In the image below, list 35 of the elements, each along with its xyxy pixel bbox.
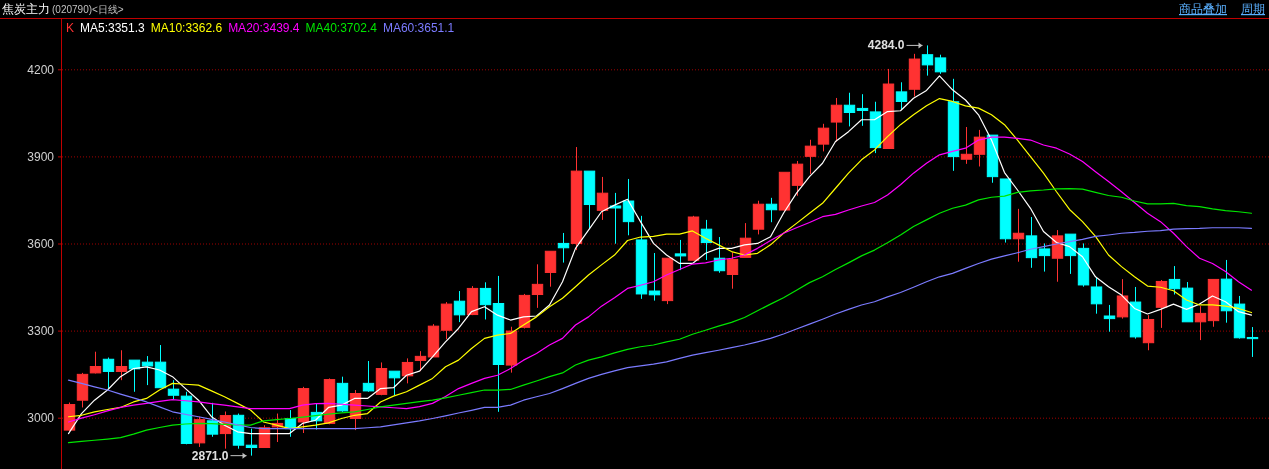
y-tick-label: 3900 [27,149,55,164]
y-tick-label: 3000 [27,411,55,426]
candlestick [1012,208,1025,263]
chart-subtitle: (020790)<日线> [52,4,124,15]
y-tick-label: 4200 [27,62,55,77]
text: MA20:3439.4 [228,21,300,35]
candlestick [453,290,466,323]
candlestick [531,263,544,309]
candlestick [1194,305,1207,341]
candlestick [622,178,635,236]
candlestick [141,355,154,386]
text: MA40:3702.4 [305,21,378,35]
candlestick [765,197,778,223]
candlestick [1246,326,1259,358]
candlestick [648,252,661,302]
text: MA10:3362.6 [150,21,223,35]
y-tick-label: 3600 [27,237,55,251]
candlestick [492,275,505,413]
text: 商品叠加 [1179,2,1227,16]
y-tick-label: 3300 [27,324,55,339]
text: 周期 [1241,2,1265,16]
text: MA5:3351.3 [80,21,146,35]
candlestick [843,92,856,127]
candlestick [830,97,843,143]
candlestick [557,232,570,264]
annotation: 2871.0 [191,448,229,463]
text: MA60:3651.1 [382,21,455,35]
chart-title: 焦炭主力 [2,2,50,16]
candlestick [856,93,869,127]
annotation: 4284.0 [867,38,905,53]
candlestick [1025,216,1038,269]
candlestick [1103,304,1116,333]
candlestick [947,78,960,172]
candlestick [804,139,817,175]
text: K [66,21,75,35]
